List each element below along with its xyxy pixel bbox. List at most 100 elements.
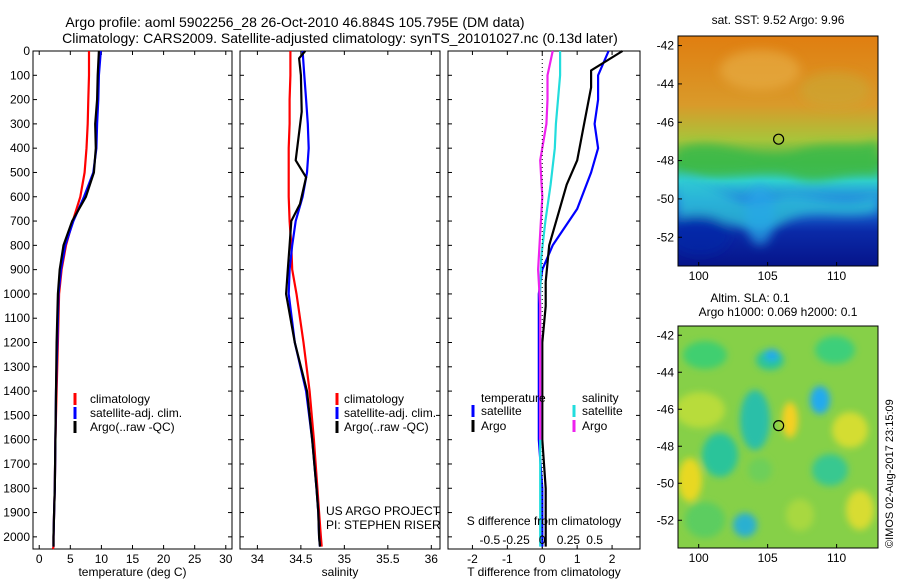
s-diff-tick-label: -0.25 [502, 533, 530, 547]
sst-map-ytick-label: -52 [657, 230, 675, 244]
differences-xtick-label: 0 [539, 552, 546, 566]
salinity-xtick-label: 36 [425, 552, 439, 566]
argo-position-marker-sst [773, 133, 785, 145]
depth-tick-label: 1200 [3, 336, 30, 350]
sla-map-ytick-label: -52 [657, 513, 675, 527]
depth-tick-label: 1100 [4, 311, 30, 325]
difference-legend: temperature satellite Argo salinity sate… [471, 391, 623, 433]
sla-map-ytick-label: -46 [657, 402, 675, 416]
s-diff-tick-label: 0 [539, 533, 546, 547]
differences-frame [447, 50, 641, 550]
pi-credit: PI: STEPHEN RISER [326, 518, 441, 532]
differences-xtick-label: 1 [574, 552, 581, 566]
temperature-xtick-label: 10 [95, 552, 109, 566]
temperature-xtick-label: 25 [188, 552, 202, 566]
imos-timestamp: ©IMOS 02-Aug-2017 23:15:09 [884, 399, 896, 548]
temperature-series-1 [52, 50, 102, 547]
temperature-frame [32, 50, 233, 550]
temperature-xtick-label: 20 [157, 552, 171, 566]
project-credit: US ARGO PROJECT [326, 504, 441, 518]
depth-tick-label: 100 [10, 68, 30, 82]
legend-label-sal-satellite: satellite [582, 404, 623, 418]
legend-label-sal-argo: Argo [582, 419, 608, 433]
legend-label-climatology: climatology [90, 392, 150, 406]
argo-position-dot [773, 420, 785, 432]
s-diff-axis-label: S difference from climatology [467, 514, 622, 528]
sst-map-xtick-label: 105 [758, 269, 778, 283]
depth-tick-label: 1300 [3, 360, 30, 374]
depth-tick-label: 400 [10, 141, 30, 155]
sst-map-ytick-label: -42 [657, 39, 675, 53]
depth-tick-label: 1900 [3, 506, 30, 520]
sla-map-axes: 100 105 110 -42 -44 -46 -48 -50 -52 [657, 328, 847, 565]
sla-map-ytick-label: -50 [657, 476, 675, 490]
legend-title-temperature: temperature [481, 391, 546, 405]
sla-map-subtitle: Argo h1000: 0.069 h2000: 0.1 [699, 305, 858, 319]
depth-tick-label: 700 [10, 214, 30, 228]
temperature-series-2 [52, 50, 100, 547]
depth-tick-label: 900 [10, 263, 30, 277]
sla-map-xtick-label: 100 [689, 551, 709, 565]
differences-series-2 [539, 51, 562, 547]
depth-tick-label: 1600 [3, 433, 30, 447]
sst-map-ytick-label: -50 [657, 192, 675, 206]
differences-series-1 [541, 50, 624, 547]
s-diff-tick-label: -0.5 [480, 533, 501, 547]
legend-label-argo: Argo(..raw -QC) [90, 420, 175, 434]
depth-tick-label: 600 [10, 190, 30, 204]
salinity-xtick-label: 34.5 [289, 552, 313, 566]
sst-map-ytick-label: -44 [657, 77, 675, 91]
depth-tick-label: 1400 [3, 384, 30, 398]
depth-tick-label: 300 [10, 117, 30, 131]
sst-map-xtick-label: 110 [827, 269, 846, 283]
salinity-panel: 34 34.5 35 35.5 36 salinity [239, 50, 441, 579]
salinity-series-2 [285, 50, 322, 547]
sla-map-ytick-label: -44 [657, 365, 675, 379]
depth-tick-label: 800 [10, 238, 30, 252]
argo-position-dot [773, 133, 785, 145]
temperature-xtick-label: 30 [219, 552, 233, 566]
depth-tick-label: 1000 [3, 287, 30, 301]
salinity-xtick-label: 35.5 [376, 552, 400, 566]
temperature-xtick-label: 0 [36, 552, 43, 566]
legend-label-temp-satellite: satellite [481, 404, 522, 418]
depth-tick-label: 1800 [3, 481, 30, 495]
s-diff-tick-label: 0.25 [557, 533, 581, 547]
differences-xtick-label: 2 [609, 552, 616, 566]
legend-label-climatology: climatology [344, 392, 404, 406]
sla-map-title: Altim. SLA: 0.1 [710, 291, 790, 305]
sla-map-xtick-label: 110 [827, 551, 846, 565]
depth-tick-label: 1500 [3, 408, 30, 422]
depth-tick-label: 0 [23, 44, 30, 58]
legend-title-salinity: salinity [582, 391, 619, 405]
salinity-series-0 [287, 51, 323, 547]
legend-label-temp-argo: Argo [481, 419, 507, 433]
sst-map-title: sat. SST: 9.52 Argo: 9.96 [712, 13, 845, 27]
sla-map-ytick-label: -48 [657, 439, 675, 453]
depth-tick-label: 1700 [3, 457, 30, 471]
sst-map-xtick-label: 100 [689, 269, 709, 283]
sst-map-axes: 100 105 110 -42 -44 -46 -48 -50 -52 [657, 39, 847, 283]
salinity-xlabel: salinity [322, 565, 359, 579]
legend-label-argo: Argo(..raw -QC) [344, 420, 429, 434]
depth-tick-label: 2000 [3, 530, 30, 544]
figure-title-line1: Argo profile: aoml 5902256_28 26-Oct-201… [65, 14, 525, 30]
sla-map [677, 325, 879, 549]
legend-label-satellite: satellite-adj. clim. [344, 406, 436, 420]
figure-title-line2: Climatology: CARS2009. Satellite-adjuste… [62, 30, 618, 46]
sst-map [677, 35, 879, 267]
s-diff-tick-label: 0.5 [586, 533, 603, 547]
salinity-legend: climatology satellite-adj. clim. Argo(..… [326, 392, 441, 532]
differences-xtick-label: -1 [502, 552, 513, 566]
differences-series-3 [536, 50, 554, 440]
temperature-xtick-label: 5 [67, 552, 74, 566]
differences-xlabel: T difference from climatology [467, 565, 621, 579]
sla-map-ytick-label: -42 [657, 328, 675, 342]
temperature-panel: 0100200300400500600700800900100011001200… [3, 44, 232, 579]
differences-series-0 [537, 50, 610, 547]
depth-tick-label: 200 [10, 93, 30, 107]
temperature-xtick-label: 15 [126, 552, 140, 566]
argo-position-marker-sla [773, 420, 785, 432]
